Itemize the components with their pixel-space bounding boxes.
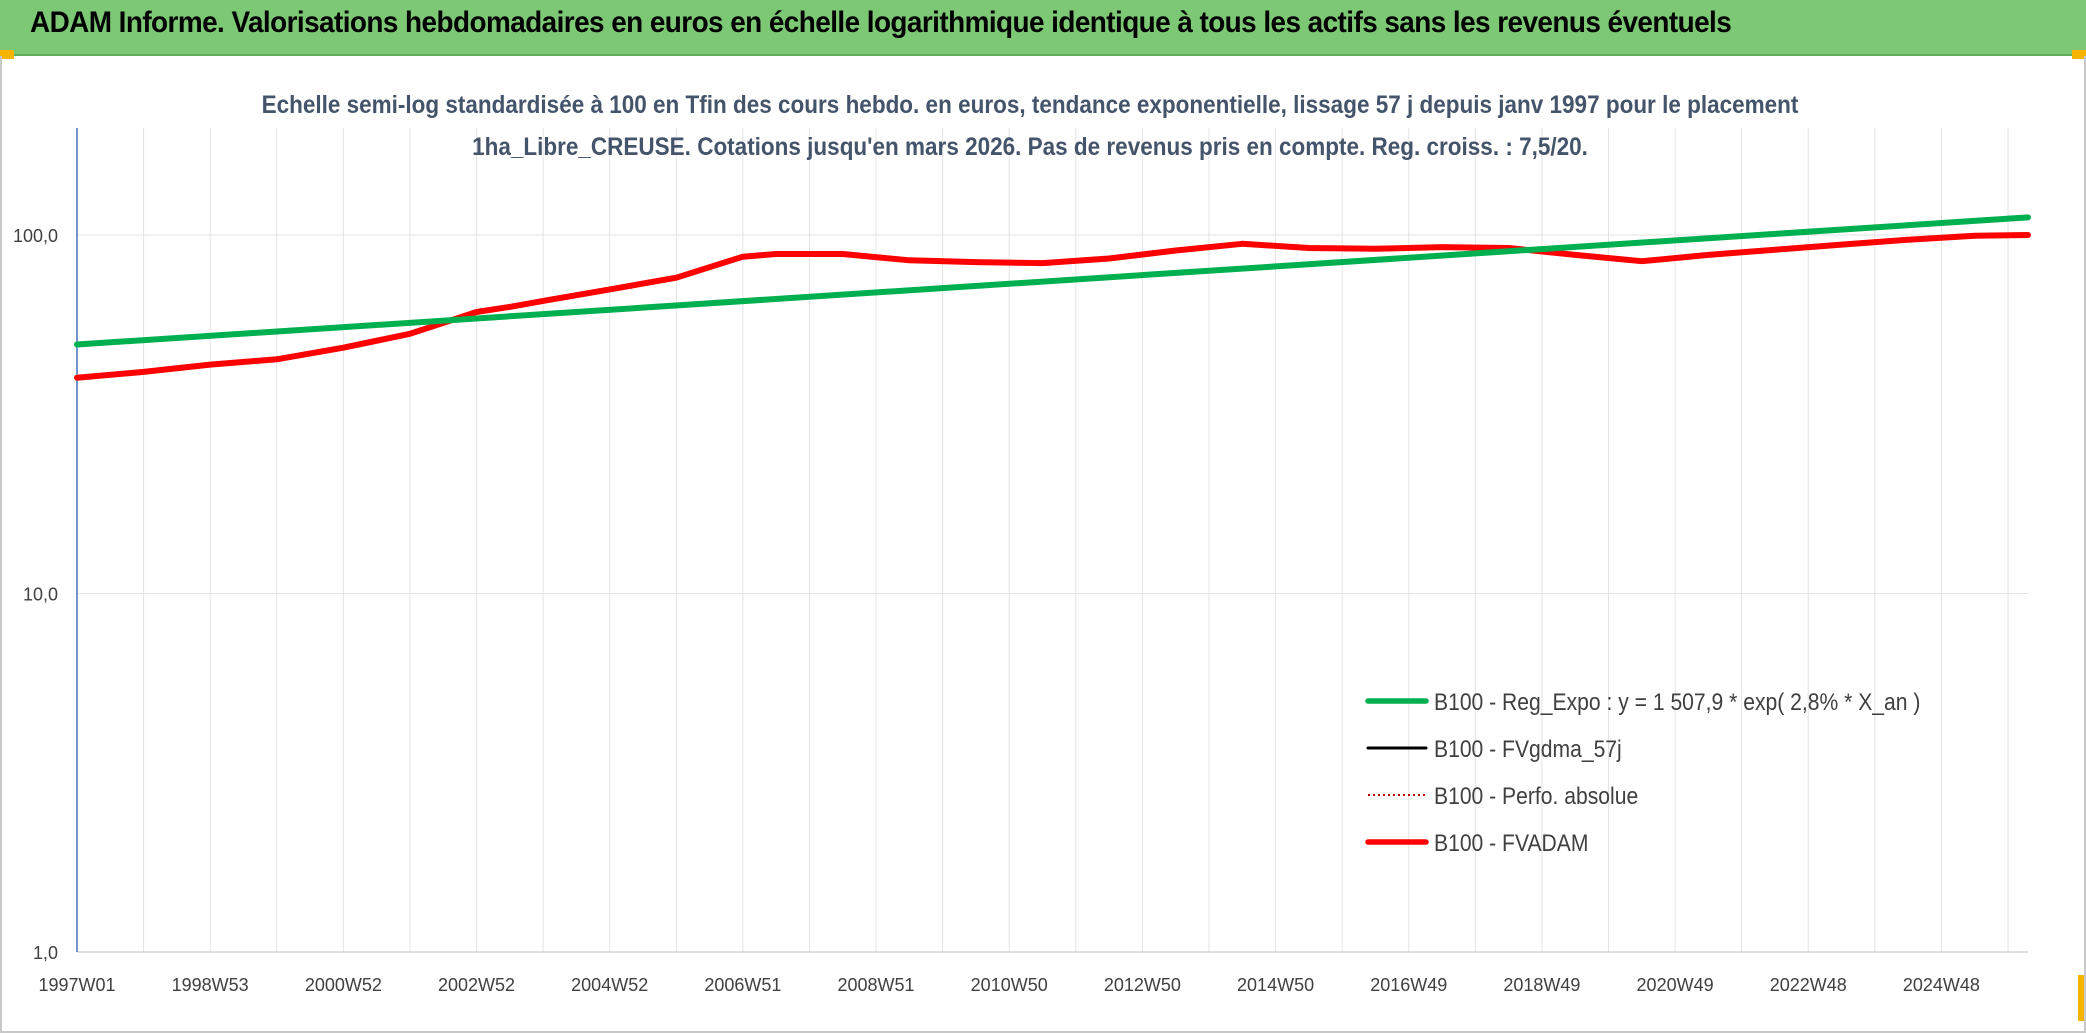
y-tick-label: 10,0 bbox=[23, 585, 58, 605]
x-tick-label: 2018W49 bbox=[1503, 975, 1580, 995]
y-tick-labels: 1,0 10,0 100,0 bbox=[13, 226, 58, 963]
x-tick-label: 2000W52 bbox=[305, 975, 382, 995]
legend-label-3[interactable]: B100 - FVADAM bbox=[1434, 830, 1588, 857]
x-tick-label: 2020W49 bbox=[1637, 975, 1714, 995]
x-tick-label: 2004W52 bbox=[571, 975, 648, 995]
chart-frame bbox=[0, 56, 2086, 1033]
legend-label-1[interactable]: B100 - FVgdma_57j bbox=[1434, 736, 1622, 763]
series-line-3 bbox=[74, 232, 2031, 381]
y-tick-label: 1,0 bbox=[33, 943, 58, 963]
grid-layer bbox=[76, 128, 2028, 953]
x-tick-label: 2024W48 bbox=[1903, 975, 1980, 995]
x-tick-labels: 1997W01 1998W53 2000W52 2002W52 2004W52 2006W… bbox=[38, 975, 1979, 995]
legend-label-0[interactable]: B100 - Reg_Expo : y = 1 507,9 * exp( 2,8… bbox=[1434, 689, 1920, 716]
x-tick-label: 2006W51 bbox=[704, 975, 781, 995]
x-tick-label: 2010W50 bbox=[971, 975, 1048, 995]
chart-title: Echelle semi-log standardisée à 100 en T… bbox=[261, 91, 1799, 161]
report-banner: ADAM Informe. Valorisations hebdomadaire… bbox=[0, 0, 2086, 56]
series-line-0 bbox=[74, 214, 2031, 348]
x-tick-label: 2012W50 bbox=[1104, 975, 1181, 995]
x-tick-label: 2014W50 bbox=[1237, 975, 1314, 995]
series-layer bbox=[74, 214, 2031, 381]
legend[interactable]: B100 - Reg_Expo : y = 1 507,9 * exp( 2,8… bbox=[1365, 689, 1920, 857]
corner-marker-bottom-right bbox=[2078, 975, 2084, 1021]
legend-label-2[interactable]: B100 - Perfo. absolue bbox=[1434, 783, 1638, 810]
x-tick-label: 2022W48 bbox=[1770, 975, 1847, 995]
x-tick-label: 2008W51 bbox=[838, 975, 915, 995]
corner-marker-top-right bbox=[2072, 50, 2086, 59]
x-tick-label: 2002W52 bbox=[438, 975, 515, 995]
x-tick-label: 2016W49 bbox=[1370, 975, 1447, 995]
y-tick-label: 100,0 bbox=[13, 226, 58, 246]
x-tick-label: 1998W53 bbox=[172, 975, 249, 995]
x-tick-label: 1997W01 bbox=[38, 975, 115, 995]
report-title: ADAM Informe. Valorisations hebdomadaire… bbox=[30, 6, 1732, 39]
corner-marker-top-left bbox=[0, 50, 14, 59]
